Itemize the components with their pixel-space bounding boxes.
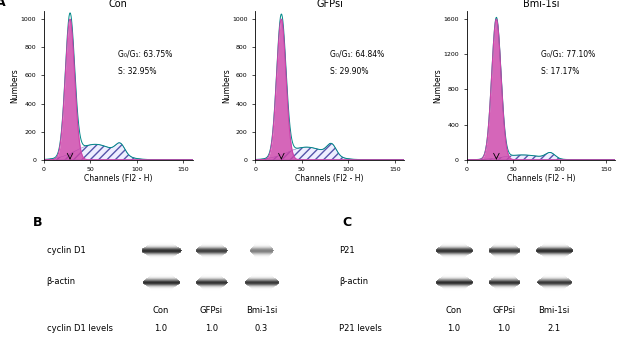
Text: G₀/G₁: 64.84%: G₀/G₁: 64.84% xyxy=(330,50,384,59)
Text: P21 levels: P21 levels xyxy=(340,323,382,333)
Text: G₀/G₁: 77.10%: G₀/G₁: 77.10% xyxy=(541,50,595,59)
Text: B: B xyxy=(33,216,42,229)
Title: Bmi-1si: Bmi-1si xyxy=(522,0,560,9)
Text: G₀/G₁: 63.75%: G₀/G₁: 63.75% xyxy=(118,50,173,59)
Y-axis label: Numbers: Numbers xyxy=(433,68,442,102)
Text: 1.0: 1.0 xyxy=(205,323,218,333)
Text: Bmi-1si: Bmi-1si xyxy=(538,306,570,315)
Text: P21: P21 xyxy=(340,246,355,255)
Y-axis label: Numbers: Numbers xyxy=(11,68,19,102)
Y-axis label: Numbers: Numbers xyxy=(222,68,230,102)
Text: S: 29.90%: S: 29.90% xyxy=(330,67,368,76)
Title: Con: Con xyxy=(109,0,128,9)
Text: Bmi-1si: Bmi-1si xyxy=(246,306,277,315)
Text: 1.0: 1.0 xyxy=(154,323,168,333)
X-axis label: Channels (Fl2 - H): Channels (Fl2 - H) xyxy=(84,174,153,183)
Text: S: 17.17%: S: 17.17% xyxy=(541,67,580,76)
X-axis label: Channels (Fl2 - H): Channels (Fl2 - H) xyxy=(507,174,575,183)
Text: β-actin: β-actin xyxy=(340,277,369,286)
Text: β-actin: β-actin xyxy=(46,277,76,286)
Text: GFPsi: GFPsi xyxy=(200,306,223,315)
Text: 1.0: 1.0 xyxy=(497,323,511,333)
Text: GFPsi: GFPsi xyxy=(492,306,516,315)
Title: GFPsi: GFPsi xyxy=(317,0,343,9)
Text: C: C xyxy=(342,216,352,229)
Text: cyclin D1 levels: cyclin D1 levels xyxy=(46,323,113,333)
Text: Con: Con xyxy=(445,306,462,315)
Text: 2.1: 2.1 xyxy=(548,323,561,333)
Text: Con: Con xyxy=(153,306,169,315)
X-axis label: Channels (Fl2 - H): Channels (Fl2 - H) xyxy=(295,174,364,183)
Text: S: 32.95%: S: 32.95% xyxy=(118,67,157,76)
Text: 0.3: 0.3 xyxy=(255,323,268,333)
Text: A: A xyxy=(0,0,6,9)
Text: 1.0: 1.0 xyxy=(447,323,460,333)
Text: cyclin D1: cyclin D1 xyxy=(46,246,85,255)
